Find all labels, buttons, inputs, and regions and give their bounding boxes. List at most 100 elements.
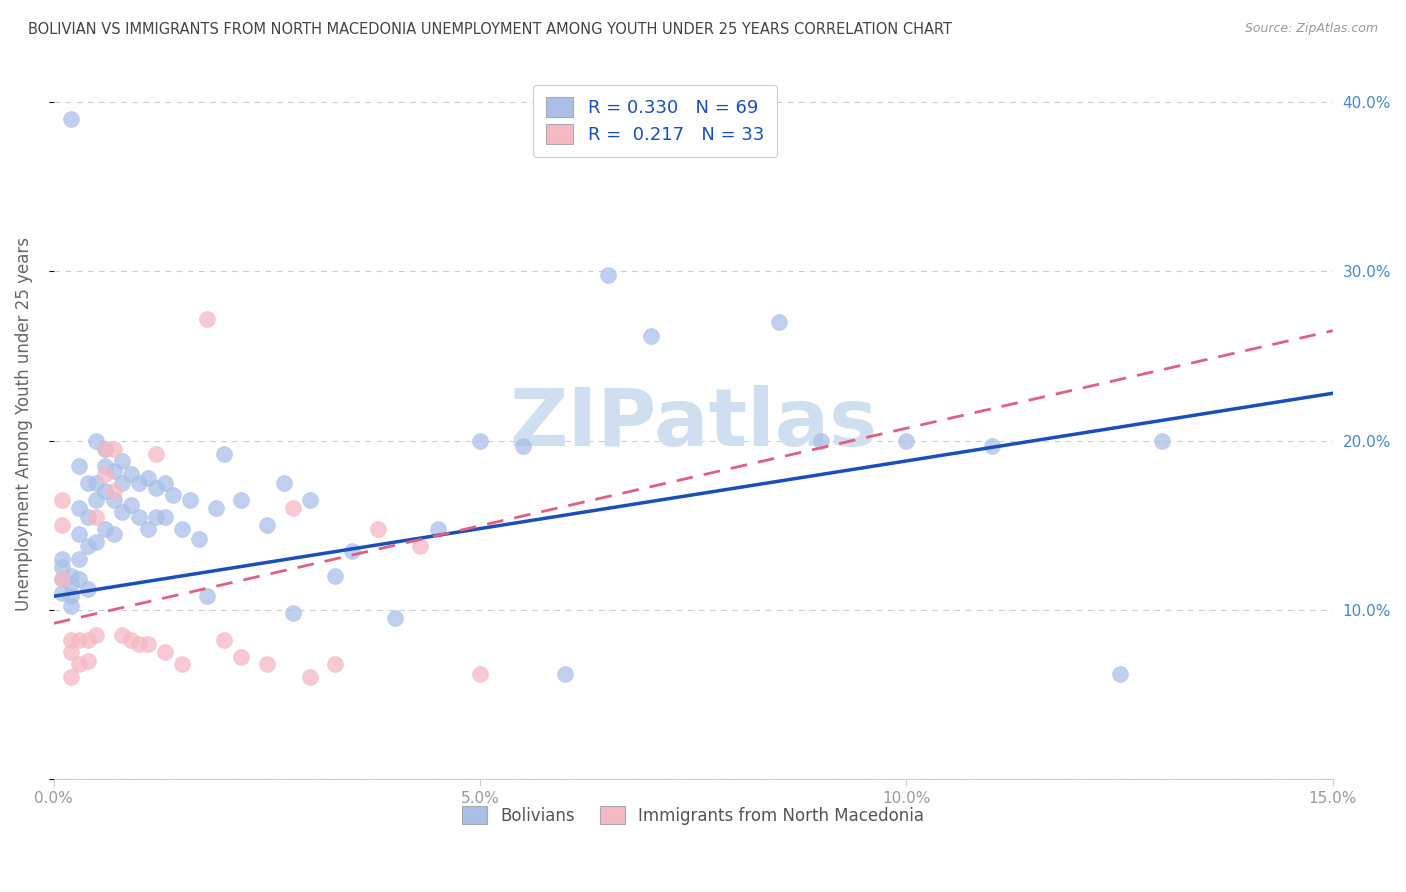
- Point: [136, 471, 159, 485]
- Point: [596, 268, 619, 282]
- Point: [1152, 434, 1174, 448]
- Point: [51, 560, 73, 574]
- Point: [323, 569, 346, 583]
- Point: [153, 645, 176, 659]
- Point: [120, 633, 142, 648]
- Point: [51, 492, 73, 507]
- Y-axis label: Unemployment Among Youth under 25 years: Unemployment Among Youth under 25 years: [15, 236, 32, 611]
- Point: [67, 458, 90, 473]
- Point: [231, 492, 253, 507]
- Point: [103, 492, 125, 507]
- Point: [67, 633, 90, 648]
- Point: [205, 501, 228, 516]
- Point: [468, 434, 491, 448]
- Point: [195, 589, 218, 603]
- Point: [51, 586, 73, 600]
- Point: [128, 509, 150, 524]
- Point: [128, 475, 150, 490]
- Point: [153, 475, 176, 490]
- Point: [170, 657, 193, 671]
- Point: [59, 633, 82, 648]
- Point: [367, 522, 389, 536]
- Point: [86, 475, 108, 490]
- Point: [980, 439, 1002, 453]
- Point: [120, 498, 142, 512]
- Point: [67, 526, 90, 541]
- Point: [145, 481, 167, 495]
- Point: [554, 667, 576, 681]
- Point: [59, 589, 82, 603]
- Point: [768, 315, 790, 329]
- Point: [145, 447, 167, 461]
- Point: [94, 442, 117, 456]
- Point: [59, 645, 82, 659]
- Point: [67, 501, 90, 516]
- Point: [214, 447, 236, 461]
- Point: [67, 552, 90, 566]
- Point: [111, 628, 134, 642]
- Point: [51, 572, 73, 586]
- Point: [1108, 667, 1130, 681]
- Point: [214, 633, 236, 648]
- Legend: Bolivians, Immigrants from North Macedonia: Bolivians, Immigrants from North Macedon…: [453, 796, 935, 835]
- Point: [896, 434, 918, 448]
- Point: [86, 509, 108, 524]
- Point: [59, 112, 82, 127]
- Point: [179, 492, 201, 507]
- Point: [111, 475, 134, 490]
- Point: [640, 328, 662, 343]
- Point: [128, 637, 150, 651]
- Point: [103, 464, 125, 478]
- Point: [111, 454, 134, 468]
- Point: [77, 582, 100, 597]
- Point: [512, 439, 534, 453]
- Point: [51, 518, 73, 533]
- Point: [111, 505, 134, 519]
- Point: [59, 577, 82, 591]
- Point: [86, 535, 108, 549]
- Point: [59, 599, 82, 614]
- Point: [409, 539, 432, 553]
- Point: [59, 670, 82, 684]
- Point: [77, 475, 100, 490]
- Point: [94, 484, 117, 499]
- Point: [86, 434, 108, 448]
- Point: [298, 670, 321, 684]
- Point: [810, 434, 832, 448]
- Text: Source: ZipAtlas.com: Source: ZipAtlas.com: [1244, 22, 1378, 36]
- Point: [94, 458, 117, 473]
- Text: ZIPatlas: ZIPatlas: [509, 384, 877, 463]
- Point: [468, 667, 491, 681]
- Point: [51, 572, 73, 586]
- Point: [103, 484, 125, 499]
- Point: [273, 475, 295, 490]
- Point: [256, 518, 278, 533]
- Point: [256, 657, 278, 671]
- Point: [384, 611, 406, 625]
- Point: [136, 637, 159, 651]
- Point: [59, 569, 82, 583]
- Point: [323, 657, 346, 671]
- Point: [103, 526, 125, 541]
- Point: [77, 653, 100, 667]
- Point: [342, 543, 364, 558]
- Point: [231, 650, 253, 665]
- Point: [77, 509, 100, 524]
- Point: [145, 509, 167, 524]
- Point: [94, 522, 117, 536]
- Point: [86, 628, 108, 642]
- Point: [195, 311, 218, 326]
- Point: [426, 522, 449, 536]
- Point: [94, 442, 117, 456]
- Point: [77, 633, 100, 648]
- Point: [94, 467, 117, 482]
- Point: [77, 539, 100, 553]
- Point: [298, 492, 321, 507]
- Point: [153, 509, 176, 524]
- Point: [281, 606, 304, 620]
- Point: [187, 532, 209, 546]
- Point: [136, 522, 159, 536]
- Point: [120, 467, 142, 482]
- Point: [103, 442, 125, 456]
- Point: [162, 488, 184, 502]
